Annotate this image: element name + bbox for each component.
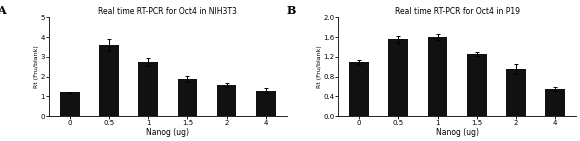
Bar (177, 79, 197, 116)
Bar (139, 62, 158, 116)
Title: Real time RT-PCR for Oct4 in NIH3T3: Real time RT-PCR for Oct4 in NIH3T3 (99, 7, 237, 16)
Title: Real time RT-PCR for Oct4 in P19: Real time RT-PCR for Oct4 in P19 (394, 7, 520, 16)
Bar (467, 54, 487, 116)
Bar (60, 92, 79, 116)
Bar (256, 91, 276, 116)
X-axis label: Nanog (ug): Nanog (ug) (436, 128, 478, 137)
Bar (545, 89, 565, 116)
Bar (349, 62, 369, 116)
Y-axis label: Rt (Fru/blank): Rt (Fru/blank) (34, 45, 39, 88)
Bar (217, 85, 237, 116)
X-axis label: Nanog (ug): Nanog (ug) (146, 128, 189, 137)
Bar (427, 37, 447, 116)
Bar (389, 39, 408, 116)
Y-axis label: Rt (Fru/blank): Rt (Fru/blank) (317, 45, 322, 88)
Bar (506, 69, 526, 116)
Text: A: A (0, 5, 6, 16)
Text: B: B (286, 5, 296, 16)
Bar (99, 45, 119, 116)
